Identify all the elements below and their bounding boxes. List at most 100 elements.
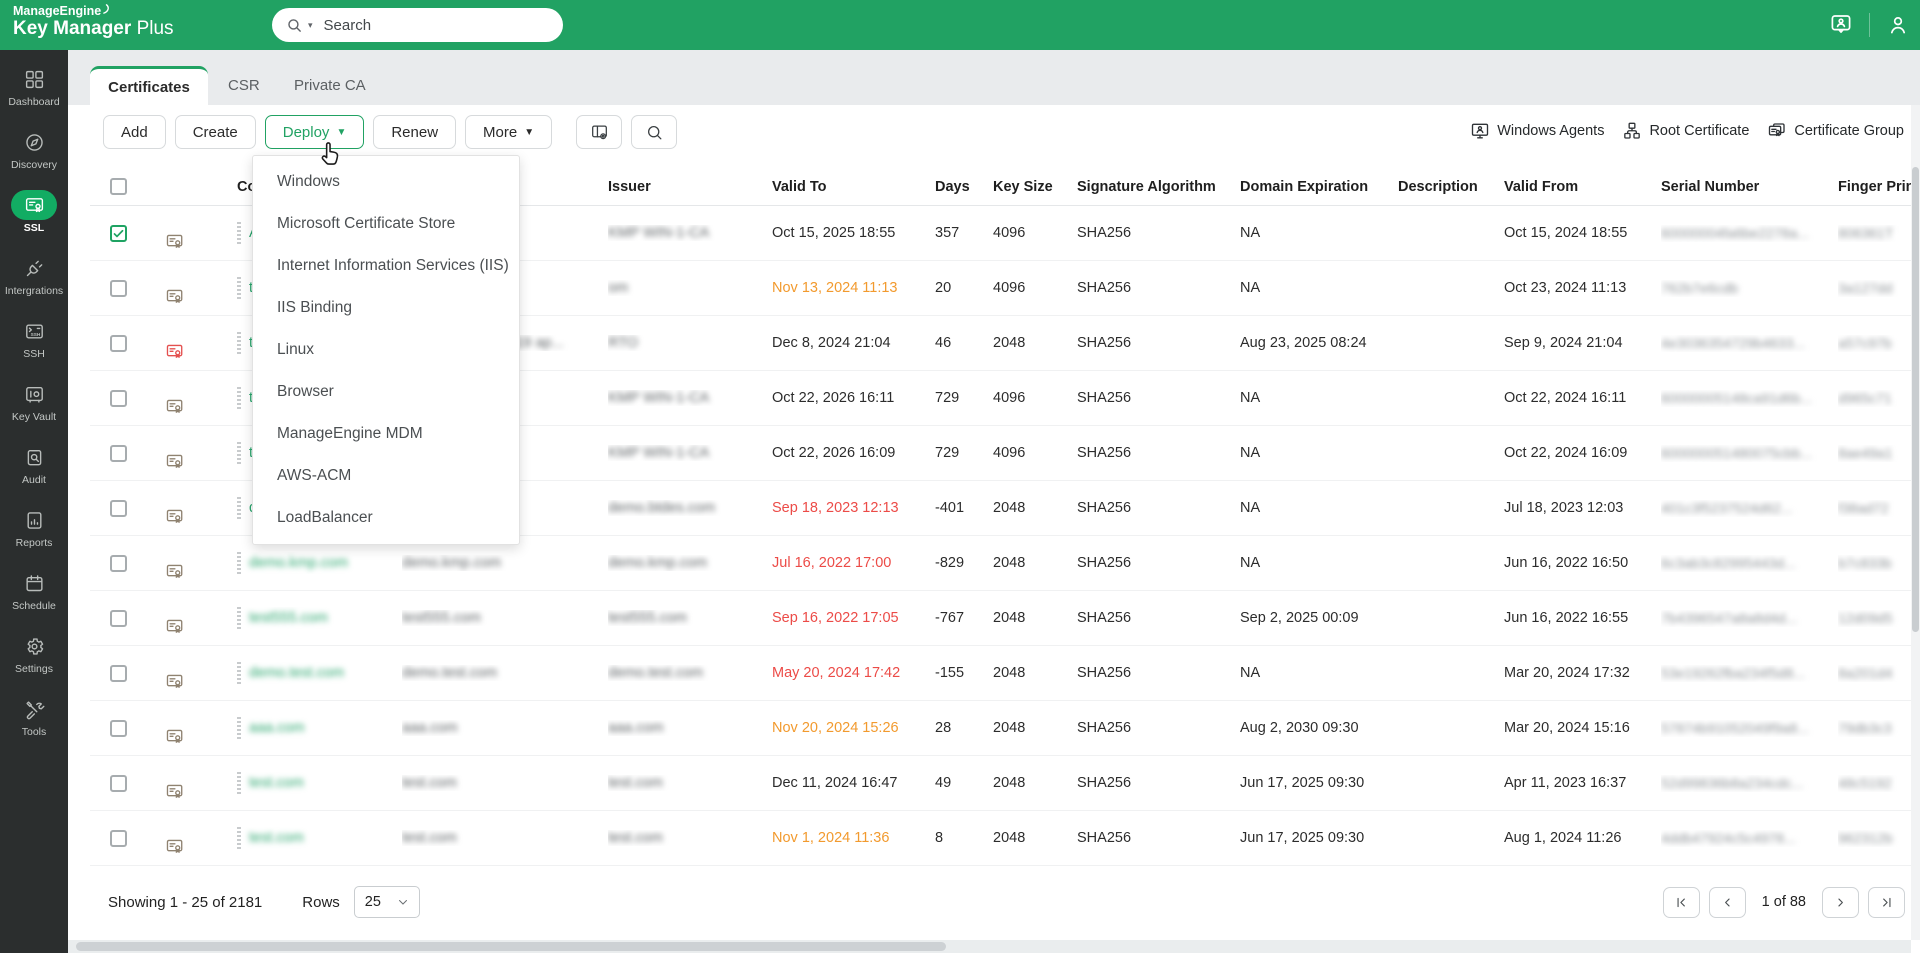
rows-per-page-select[interactable]: 25 (353, 886, 420, 918)
tab-certificates[interactable]: Certificates (90, 66, 208, 105)
deploy-button[interactable]: Deploy ▼ (264, 115, 365, 149)
tools-icon (24, 694, 45, 724)
drag-handle[interactable] (237, 827, 241, 849)
user-account-icon[interactable] (1886, 13, 1910, 37)
issuer-cell: test555.com (608, 610, 772, 626)
certificate-icon (165, 452, 227, 471)
windows-agents-link[interactable]: Windows Agents (1470, 121, 1604, 141)
common-name-link[interactable]: test.com (249, 830, 304, 846)
button-label: Add (121, 123, 148, 141)
common-name-link[interactable]: t (249, 280, 253, 296)
renew-button[interactable]: Renew (373, 115, 457, 149)
pagination-last-button[interactable] (1868, 886, 1905, 918)
drag-handle[interactable] (237, 772, 241, 794)
drag-handle[interactable] (237, 222, 241, 244)
row-checkbox[interactable] (110, 609, 127, 627)
row-checkbox[interactable] (110, 774, 127, 792)
row-select-cell (110, 444, 165, 462)
vertical-scrollbar-thumb[interactable] (1912, 167, 1919, 632)
row-checkbox[interactable] (110, 444, 127, 462)
common-name-cell: test.com (237, 827, 402, 849)
serial-number-cell-value: 7b4396547a8a8d4d... (1661, 609, 1798, 626)
sidebar-item-schedule[interactable]: Schedule (0, 568, 68, 631)
row-checkbox[interactable] (110, 334, 127, 352)
search-scope-caret-icon[interactable]: ▾ (308, 19, 313, 30)
table-row: t KMP WIN-1-CA Oct 22, 2026 16:11 729 4096 SH… (90, 371, 1920, 426)
column-header-label: Days (935, 178, 970, 195)
pagination-prev-button[interactable] (1708, 886, 1746, 918)
agent-session-icon[interactable] (1829, 13, 1853, 37)
deploy-menu-item-iis-binding[interactable]: IIS Binding (277, 299, 352, 316)
drag-handle[interactable] (237, 552, 241, 574)
select-all-checkbox[interactable] (110, 178, 127, 195)
sidebar-item-audit[interactable]: Audit (0, 442, 68, 505)
row-checkbox[interactable] (110, 224, 127, 242)
common-name-link[interactable]: demo.kmp.com (249, 555, 349, 571)
drag-handle[interactable] (237, 442, 241, 464)
pagination-next-button[interactable] (1822, 886, 1859, 918)
tab-private-ca[interactable]: Private CA (294, 77, 366, 94)
horizontal-scrollbar-thumb[interactable] (76, 942, 946, 951)
deploy-menu-item-loadbalancer[interactable]: LoadBalancer (277, 509, 373, 526)
sidebar-item-discovery[interactable]: Discovery (0, 127, 68, 190)
table-row: demo.kmp.com demo.kmp.com demo.kmp.com Jul … (90, 536, 1920, 591)
sidebar-item-reports[interactable]: Reports (0, 505, 68, 568)
drag-handle[interactable] (237, 662, 241, 684)
create-button[interactable]: Create (174, 115, 256, 149)
deploy-menu-item-internet-information-services-iis[interactable]: Internet Information Services (IIS) (277, 257, 509, 274)
sidebar-item-ssh[interactable]: SSH SSH (0, 316, 68, 379)
domain-expiration-cell-value: NA (1240, 500, 1261, 516)
certificate-group-icon (1767, 121, 1787, 141)
search-input[interactable] (323, 16, 549, 34)
common-name-link[interactable]: test555.com (249, 610, 328, 626)
drag-handle[interactable] (237, 387, 241, 409)
button-label: Renew (391, 123, 439, 141)
certificate-group-link[interactable]: Certificate Group (1767, 121, 1904, 141)
common-name-link[interactable]: demo.test.com (249, 665, 345, 681)
row-checkbox[interactable] (110, 719, 127, 737)
drag-handle[interactable] (237, 497, 241, 519)
certificate-icon (165, 727, 227, 746)
common-name-link[interactable]: test.com (249, 775, 304, 791)
row-checkbox[interactable] (110, 499, 127, 517)
common-name-link[interactable]: t (249, 390, 253, 406)
days-cell: 20 (935, 280, 993, 296)
deploy-menu-item-microsoft-certificate-store[interactable]: Microsoft Certificate Store (277, 215, 456, 232)
deploy-menu-item-browser[interactable]: Browser (277, 383, 334, 400)
more-button[interactable]: More ▼ (465, 115, 553, 149)
deploy-menu-item-linux[interactable]: Linux (277, 341, 315, 358)
row-checkbox[interactable] (110, 279, 127, 297)
deploy-menu-item-aws-acm[interactable]: AWS-ACM (277, 467, 352, 484)
sidebar-item-ssl[interactable]: SSL (0, 190, 68, 253)
deploy-menu-item-windows[interactable]: Windows (277, 173, 340, 190)
issuer-cell-value: demo.kmp.com (608, 555, 708, 571)
pagination-first-button[interactable] (1662, 886, 1700, 918)
row-checkbox[interactable] (110, 829, 127, 847)
drag-handle[interactable] (237, 607, 241, 629)
valid-from-cell: Jun 16, 2022 16:55 (1504, 610, 1661, 626)
drag-handle[interactable] (237, 332, 241, 354)
column-settings-button[interactable] (576, 115, 623, 149)
sidebar-item-dashboard[interactable]: Dashboard (0, 64, 68, 127)
common-name-link[interactable]: aaa.com (249, 720, 305, 736)
root-certificate-link[interactable]: Root Certificate (1622, 121, 1749, 141)
row-checkbox[interactable] (110, 389, 127, 407)
alt-name-cell: test.com (402, 775, 608, 791)
search-icon[interactable] (286, 17, 303, 34)
signature-algorithm-cell: SHA256 (1077, 390, 1240, 406)
serial-number-cell-value: 4ddb47924c5c4978... (1661, 829, 1796, 846)
sidebar-item-settings[interactable]: Settings (0, 631, 68, 694)
add-button[interactable]: Add (103, 115, 166, 149)
search-button[interactable] (631, 115, 678, 149)
drag-handle[interactable] (237, 717, 241, 739)
row-checkbox[interactable] (110, 554, 127, 572)
key-size-cell-value: 4096 (993, 280, 1026, 296)
sidebar-item-tools[interactable]: Tools (0, 694, 68, 757)
sidebar-item-key-vault[interactable]: Key Vault (0, 379, 68, 442)
common-name-link[interactable]: t (249, 445, 253, 461)
drag-handle[interactable] (237, 277, 241, 299)
tab-csr[interactable]: CSR (228, 77, 260, 94)
sidebar-item-intergrations[interactable]: Intergrations (0, 253, 68, 316)
row-checkbox[interactable] (110, 664, 127, 682)
deploy-menu-item-manageengine-mdm[interactable]: ManageEngine MDM (277, 425, 423, 442)
